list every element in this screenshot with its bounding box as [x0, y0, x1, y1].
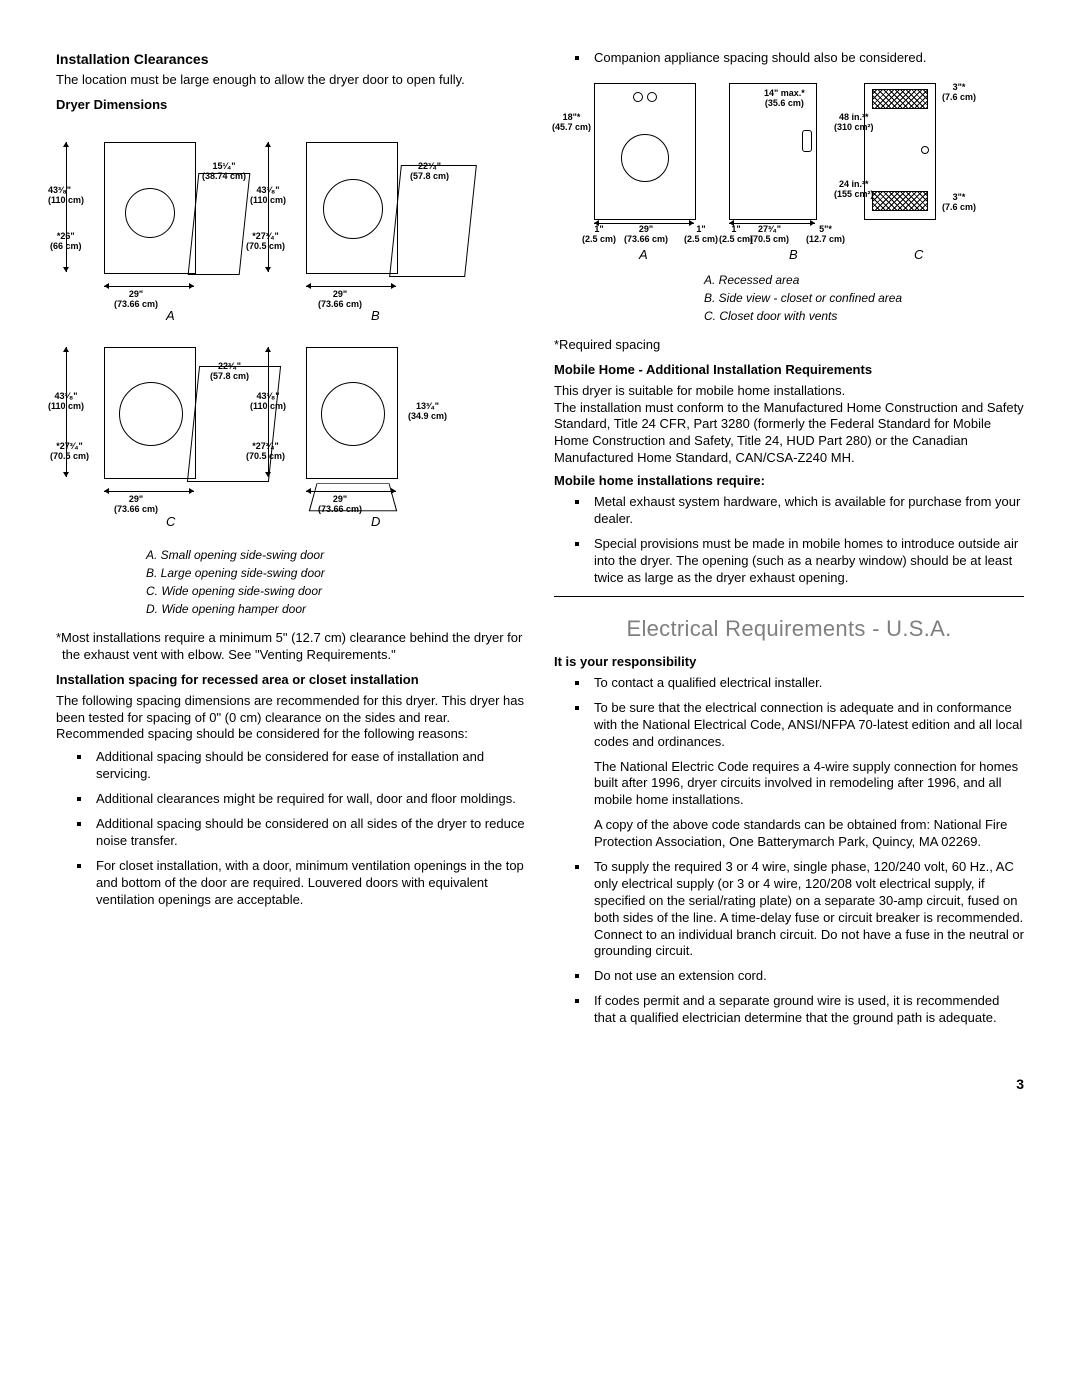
dim-5: 5"*(12.7 cm): [806, 225, 845, 245]
list-item: To be sure that the electrical connectio…: [590, 700, 1024, 851]
electrical-list: To contact a qualified electrical instal…: [554, 675, 1024, 1027]
spacing-reasons-list: Additional spacing should be considered …: [56, 749, 526, 908]
list-item: Companion appliance spacing should also …: [590, 50, 1024, 67]
heading-dryer-dimensions: Dryer Dimensions: [56, 97, 526, 114]
text-spacing-recessed: The following spacing dimensions are rec…: [56, 693, 526, 744]
label-letter-c: C: [166, 514, 175, 531]
dim-c-depth: *27³⁄₄"(70.5 cm): [50, 442, 89, 462]
dryer-b-icon: [306, 142, 398, 274]
label-spacing-a: A: [639, 247, 648, 264]
label-letter-a: A: [166, 308, 175, 325]
dim-d-width: 29"(73.66 cm): [318, 495, 362, 515]
legend-spacing-c: C. Closet door with vents: [704, 307, 1024, 325]
list-item: To supply the required 3 or 4 wire, sing…: [590, 859, 1024, 960]
note-exhaust: *Most installations require a minimum 5"…: [56, 630, 526, 664]
companion-list: Companion appliance spacing should also …: [554, 50, 1024, 67]
dim-29a: 29"(73.66 cm): [624, 225, 668, 245]
list-item: Metal exhaust system hardware, which is …: [590, 494, 1024, 528]
heading-mobile-require: Mobile home installations require:: [554, 473, 1024, 490]
dim-b-height: 43³⁄₈"(110 cm): [250, 186, 286, 206]
dryer-d-icon: [306, 347, 398, 479]
list-item: Additional spacing should be considered …: [92, 816, 526, 850]
dim-b-door: 22³⁄₄"(57.8 cm): [410, 162, 449, 182]
dim-48: 48 in.²*(310 cm²): [834, 113, 874, 133]
label-spacing-c: C: [914, 247, 923, 264]
dim-14: 14" max.*(35.6 cm): [764, 89, 805, 109]
heading-install-clearances: Installation Clearances: [56, 50, 526, 68]
page-number: 3: [56, 1075, 1024, 1093]
dim-1b: 1"(2.5 cm): [684, 225, 718, 245]
dim-c-height: 43³⁄₈"(110 cm): [48, 392, 84, 412]
mobile-require-list: Metal exhaust system hardware, which is …: [554, 494, 1024, 586]
list-item-sub: A copy of the above code standards can b…: [594, 817, 1024, 851]
left-column: Installation Clearances The location mus…: [56, 50, 526, 1035]
divider: [554, 596, 1024, 597]
vent-bottom-icon: [872, 191, 928, 211]
text-install-clearances: The location must be large enough to all…: [56, 72, 526, 89]
list-item: If codes permit and a separate ground wi…: [590, 993, 1024, 1027]
dim-b-depth: *27³⁄₄"(70.5 cm): [246, 232, 285, 252]
heading-electrical-requirements: Electrical Requirements - U.S.A.: [554, 615, 1024, 644]
dim-b-width: 29"(73.66 cm): [318, 290, 362, 310]
dryer-a-icon: [104, 142, 196, 274]
legend-spacing-a: A. Recessed area: [704, 271, 1024, 289]
dim-d-depth: *27³⁄₄"(70.5 cm): [246, 442, 285, 462]
dim-2734b: 27³⁄₄"(70.5 cm): [750, 225, 789, 245]
list-item: Additional clearances might be required …: [92, 791, 526, 808]
spacing-diagram: 18"*(45.7 cm) 1"(2.5 cm) 29"(73.66 cm) 1…: [554, 75, 1024, 265]
dim-3bot: 3"*(7.6 cm): [942, 193, 976, 213]
dim-a-height: 43³⁄₈"(110 cm): [48, 186, 84, 206]
right-column: Companion appliance spacing should also …: [554, 50, 1024, 1035]
legend-c: C. Wide opening side-swing door: [146, 582, 526, 600]
dim-a-depth: *26"(66 cm): [50, 232, 82, 252]
label-letter-b: B: [371, 308, 380, 325]
dim-18: 18"*(45.7 cm): [552, 113, 591, 133]
legend-d: D. Wide opening hamper door: [146, 600, 526, 618]
dim-1c: 1"(2.5 cm): [719, 225, 753, 245]
text-mobile-home: This dryer is suitable for mobile home i…: [554, 383, 1024, 467]
list-item: Special provisions must be made in mobil…: [590, 536, 1024, 587]
dryer-legend: A. Small opening side-swing door B. Larg…: [146, 546, 526, 618]
list-item: To contact a qualified electrical instal…: [590, 675, 1024, 692]
dim-24: 24 in.²*(155 cm²): [834, 180, 874, 200]
list-item: For closet installation, with a door, mi…: [92, 858, 526, 909]
spacing-legend: A. Recessed area B. Side view - closet o…: [704, 271, 1024, 325]
required-spacing-note: *Required spacing: [554, 337, 1024, 354]
heading-spacing-recessed: Installation spacing for recessed area o…: [56, 672, 526, 689]
list-item-text: To be sure that the electrical connectio…: [594, 700, 1022, 749]
spacing-a-icon: [594, 83, 696, 220]
list-item: Additional spacing should be considered …: [92, 749, 526, 783]
dim-3top: 3"*(7.6 cm): [942, 83, 976, 103]
legend-a: A. Small opening side-swing door: [146, 546, 526, 564]
heading-responsibility: It is your responsibility: [554, 654, 1024, 671]
dim-c-door: 22³⁄₄"(57.8 cm): [210, 362, 249, 382]
dim-d-door: 13³⁄₄"(34.9 cm): [408, 402, 447, 422]
legend-b: B. Large opening side-swing door: [146, 564, 526, 582]
label-spacing-b: B: [789, 247, 798, 264]
heading-mobile-home: Mobile Home - Additional Installation Re…: [554, 362, 1024, 379]
dim-c-width: 29"(73.66 cm): [114, 495, 158, 515]
list-item-sub: The National Electric Code requires a 4-…: [594, 759, 1024, 810]
list-item: Do not use an extension cord.: [590, 968, 1024, 985]
page-columns: Installation Clearances The location mus…: [56, 50, 1024, 1035]
label-letter-d: D: [371, 514, 380, 531]
dim-a-width: 29"(73.66 cm): [114, 290, 158, 310]
dryer-dimensions-diagram: 43³⁄₈"(110 cm) 29"(73.66 cm) 15¹⁄₄"(38.7…: [56, 122, 526, 542]
legend-spacing-b: B. Side view - closet or confined area: [704, 289, 1024, 307]
dryer-c-icon: [104, 347, 196, 479]
vent-top-icon: [872, 89, 928, 109]
dim-d-height: 43³⁄₈"(110 cm): [250, 392, 286, 412]
dim-1a: 1"(2.5 cm): [582, 225, 616, 245]
dim-a-door: 15¹⁄₄"(38.74 cm): [202, 162, 246, 182]
